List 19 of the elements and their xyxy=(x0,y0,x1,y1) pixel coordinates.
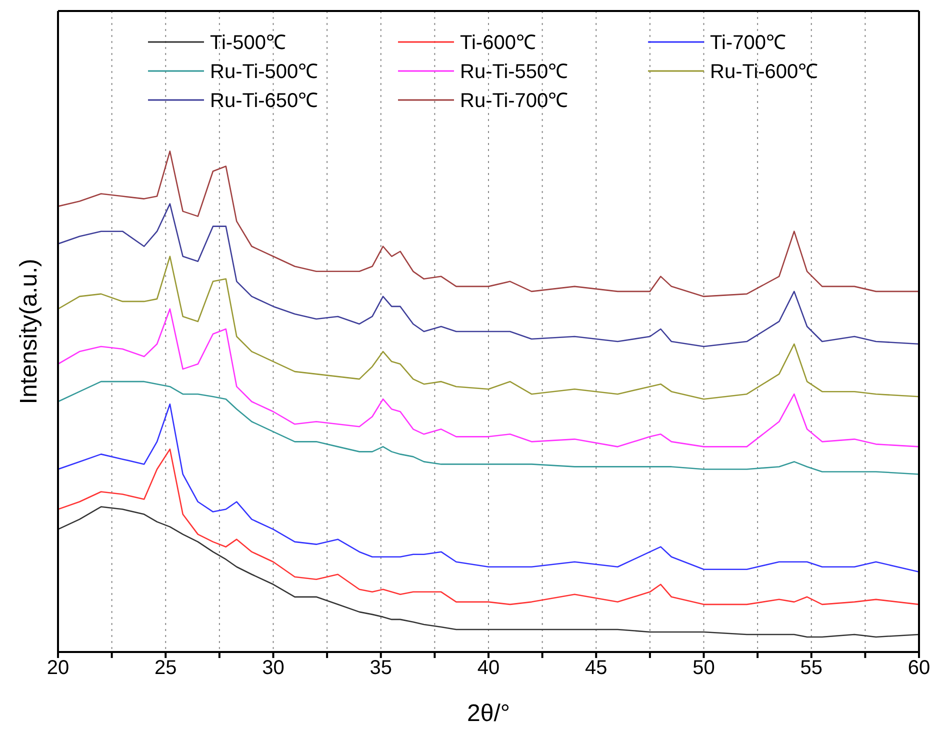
legend-label: Ru-Ti-550℃ xyxy=(460,60,568,84)
x-tick-label: 20 xyxy=(46,657,70,680)
legend-label: Ti-600℃ xyxy=(460,31,536,55)
legend-label: Ru-Ti-600℃ xyxy=(710,60,818,84)
legend-label: Ti-500℃ xyxy=(210,31,286,55)
x-axis-title: 2θ/° xyxy=(467,700,510,727)
x-tick-label: 50 xyxy=(692,657,715,680)
x-tick-label: 45 xyxy=(585,657,608,680)
legend-label: Ru-Ti-650℃ xyxy=(210,89,318,113)
x-tick-label: 35 xyxy=(370,657,392,680)
legend-label: Ru-Ti-700℃ xyxy=(460,89,568,113)
y-axis-title: Intensity(a.u.) xyxy=(16,258,43,404)
legend-label: Ti-700℃ xyxy=(710,31,786,55)
x-tick-label: 55 xyxy=(800,657,822,680)
x-tick-label: 25 xyxy=(154,657,177,680)
x-tick-label: 40 xyxy=(477,657,500,680)
x-tick-label: 60 xyxy=(908,657,930,680)
legend-label: Ru-Ti-500℃ xyxy=(210,60,318,84)
x-tick-label: 30 xyxy=(262,657,284,680)
